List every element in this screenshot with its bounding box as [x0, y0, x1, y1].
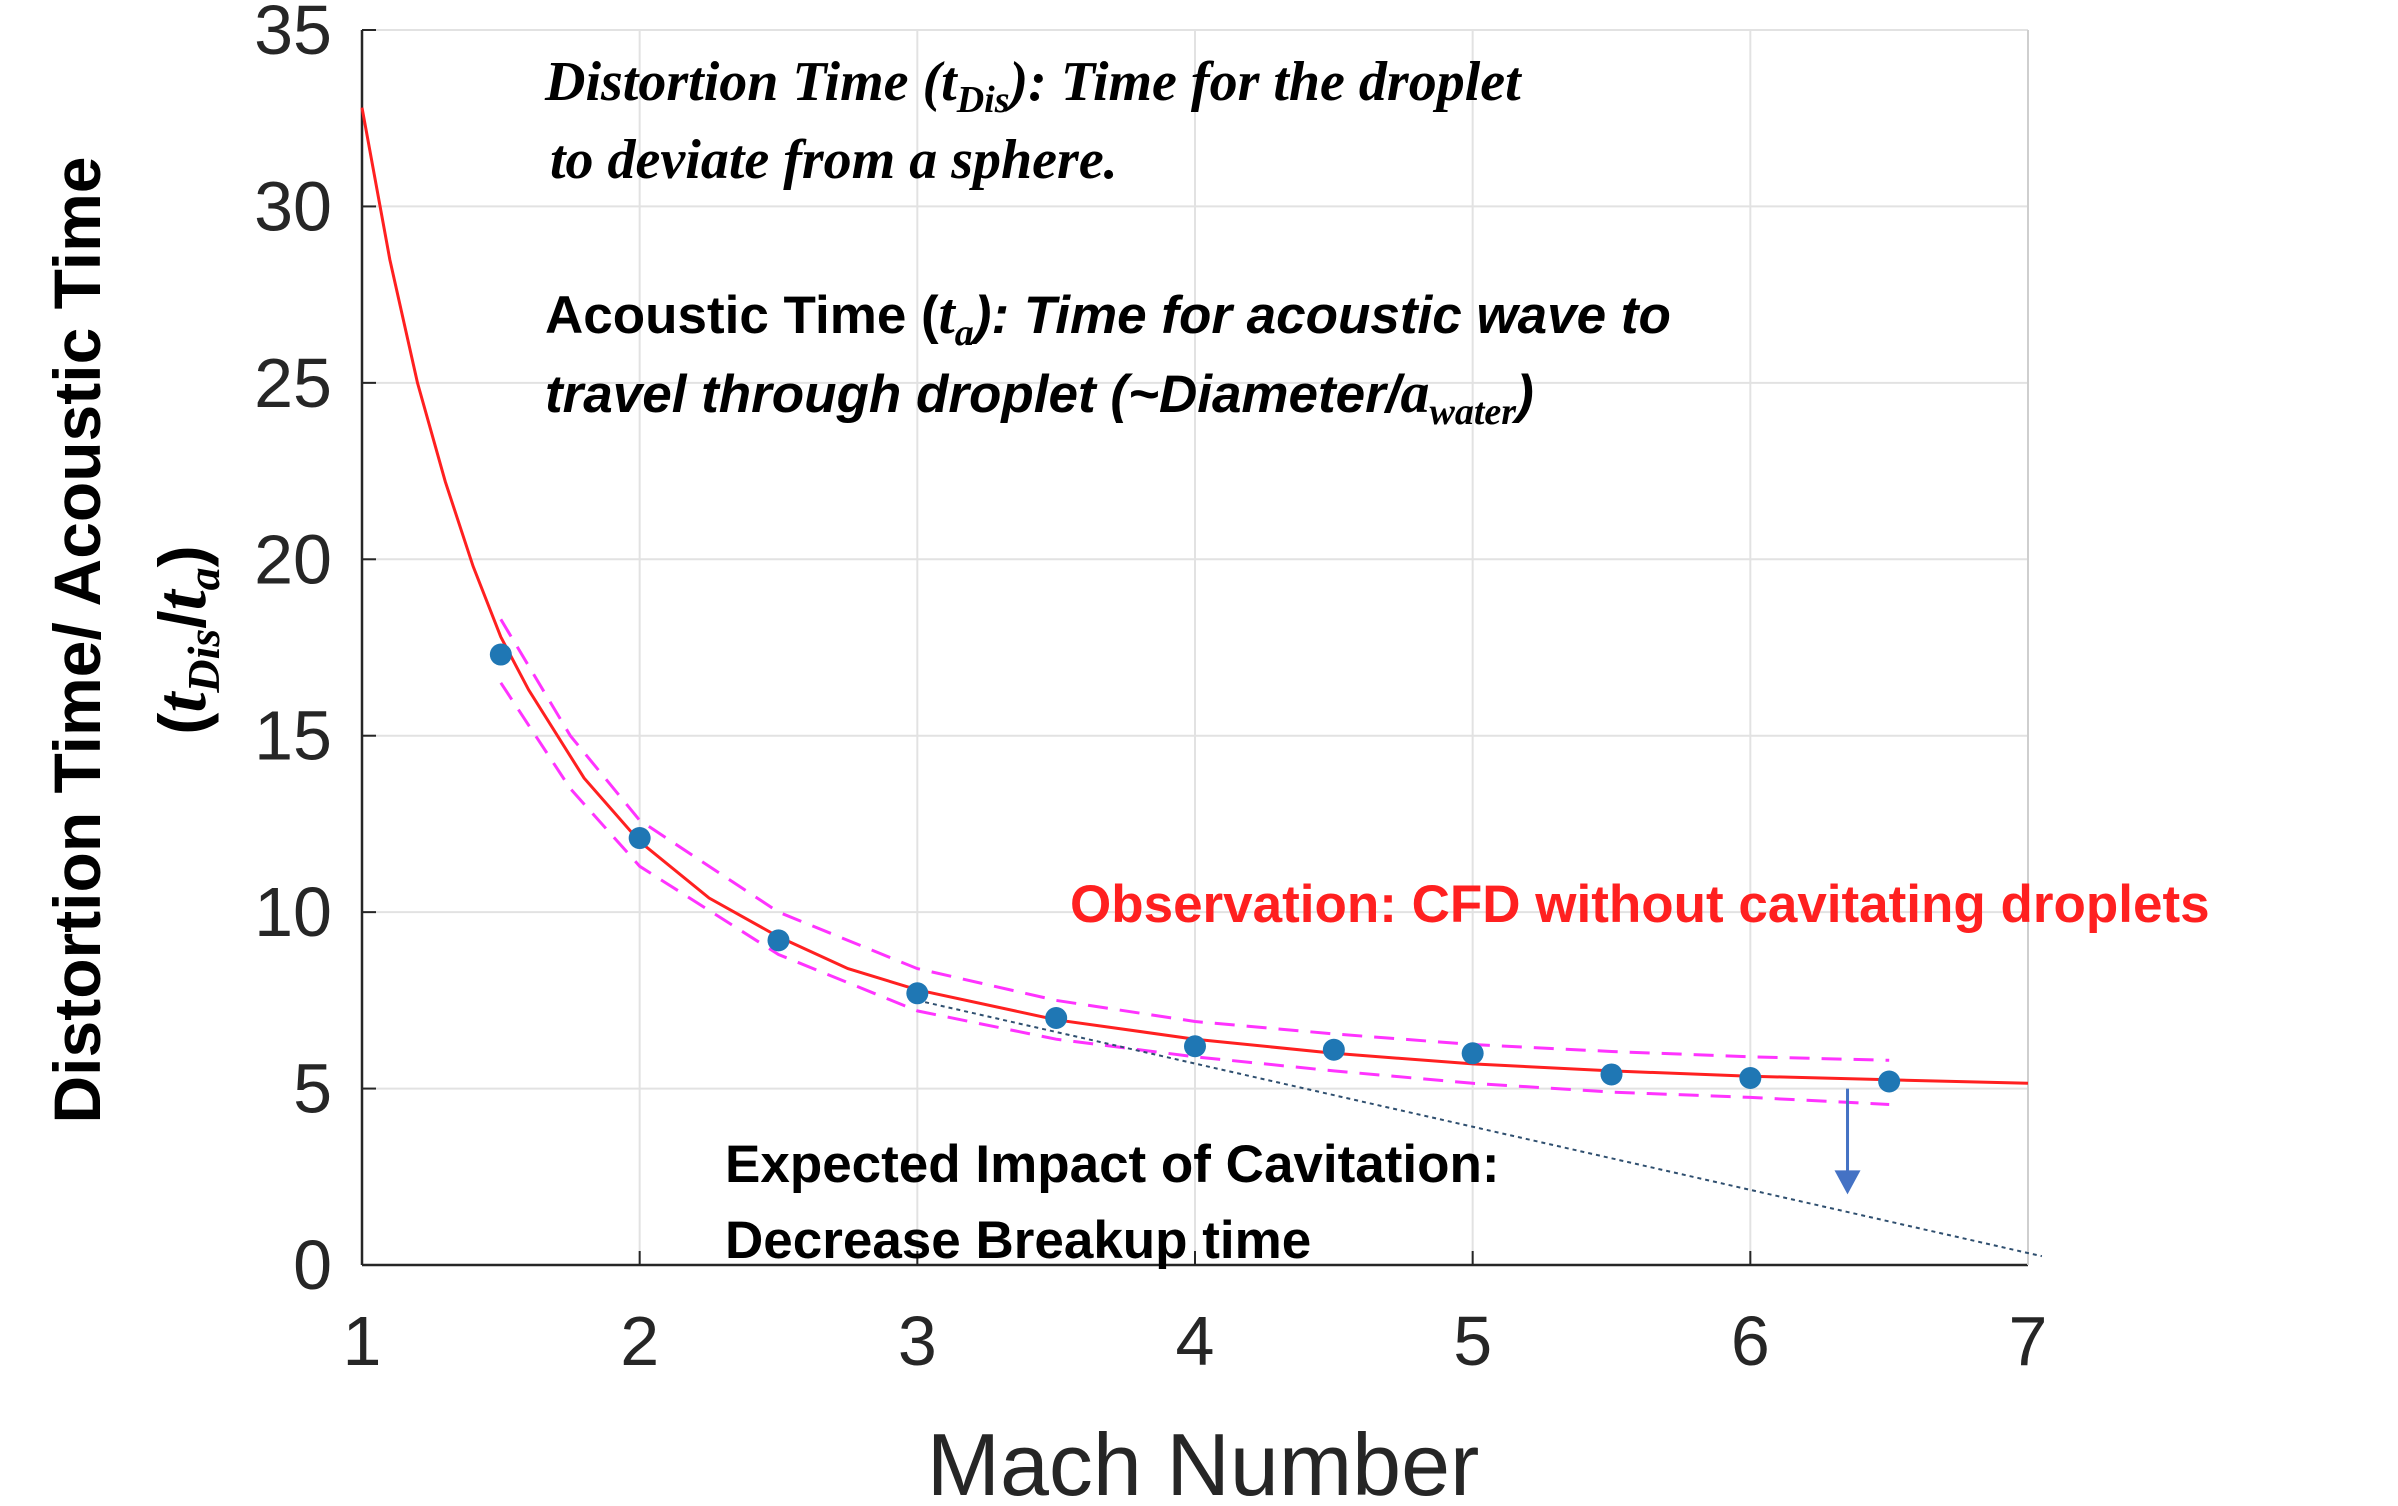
y-tick-label: 30 — [254, 167, 332, 245]
x-tick-label: 6 — [1731, 1302, 1770, 1380]
y-tick-labels: 0 5 10 15 20 25 30 35 — [254, 0, 332, 1304]
data-point — [1600, 1063, 1623, 1086]
data-point — [1045, 1007, 1068, 1029]
data-point — [1878, 1070, 1901, 1093]
axes — [360, 29, 2029, 1267]
y-axis-sublabel: (tDis/ta) — [141, 545, 229, 734]
x-axis-label: Mach Number — [927, 1415, 1480, 1506]
distortion-definition-line2: to deviate from a sphere. — [550, 129, 1118, 191]
series-layer — [360, 107, 2043, 1258]
data-point — [767, 929, 790, 952]
x-tick-label: 1 — [343, 1302, 382, 1380]
cavitation-impact-line2: Decrease Breakup time — [725, 1211, 1311, 1270]
lower-bound-line — [499, 681, 1890, 1106]
x-tick-labels: 1 2 3 4 5 6 7 — [343, 1302, 2048, 1380]
y-tick-label: 25 — [254, 344, 332, 422]
data-point — [628, 827, 651, 850]
x-tick-label: 2 — [620, 1302, 659, 1380]
data-point — [1461, 1042, 1484, 1065]
cavitation-impact-line1: Expected Impact of Cavitation: — [725, 1135, 1500, 1194]
y-tick-label: 5 — [293, 1050, 332, 1128]
acoustic-definition-line1: Acoustic Time (ta): Time for acoustic wa… — [545, 281, 1671, 354]
data-point — [1322, 1038, 1345, 1061]
distortion-definition-line1: Distortion Time (tDis): Time for the dro… — [544, 51, 1522, 121]
data-point — [489, 643, 512, 666]
x-tick-label: 4 — [1176, 1302, 1215, 1380]
cavitation-trend-line — [917, 999, 2043, 1258]
x-tick-label: 3 — [898, 1302, 937, 1380]
y-tick-label: 35 — [254, 0, 332, 69]
y-tick-label: 0 — [293, 1226, 332, 1304]
y-axis-label: Distortion Time/ Acoustic Time — [40, 157, 114, 1124]
data-point — [1184, 1035, 1206, 1058]
acoustic-definition-line2: travel through droplet (~Diameter/awater… — [545, 360, 1534, 433]
x-tick-label: 5 — [1453, 1302, 1492, 1380]
grid — [361, 29, 2029, 1266]
y-tick-label: 10 — [254, 873, 332, 951]
upper-bound-line — [499, 618, 1890, 1062]
x-tick-label: 7 — [2009, 1302, 2048, 1380]
data-point — [906, 982, 929, 1005]
data-point — [1739, 1066, 1762, 1089]
y-tick-label: 15 — [254, 697, 332, 775]
cavitation-arrow-head — [1834, 1170, 1861, 1195]
observation-label: Observation: CFD without cavitating drop… — [1070, 875, 2210, 934]
y-tick-label: 20 — [254, 520, 332, 598]
